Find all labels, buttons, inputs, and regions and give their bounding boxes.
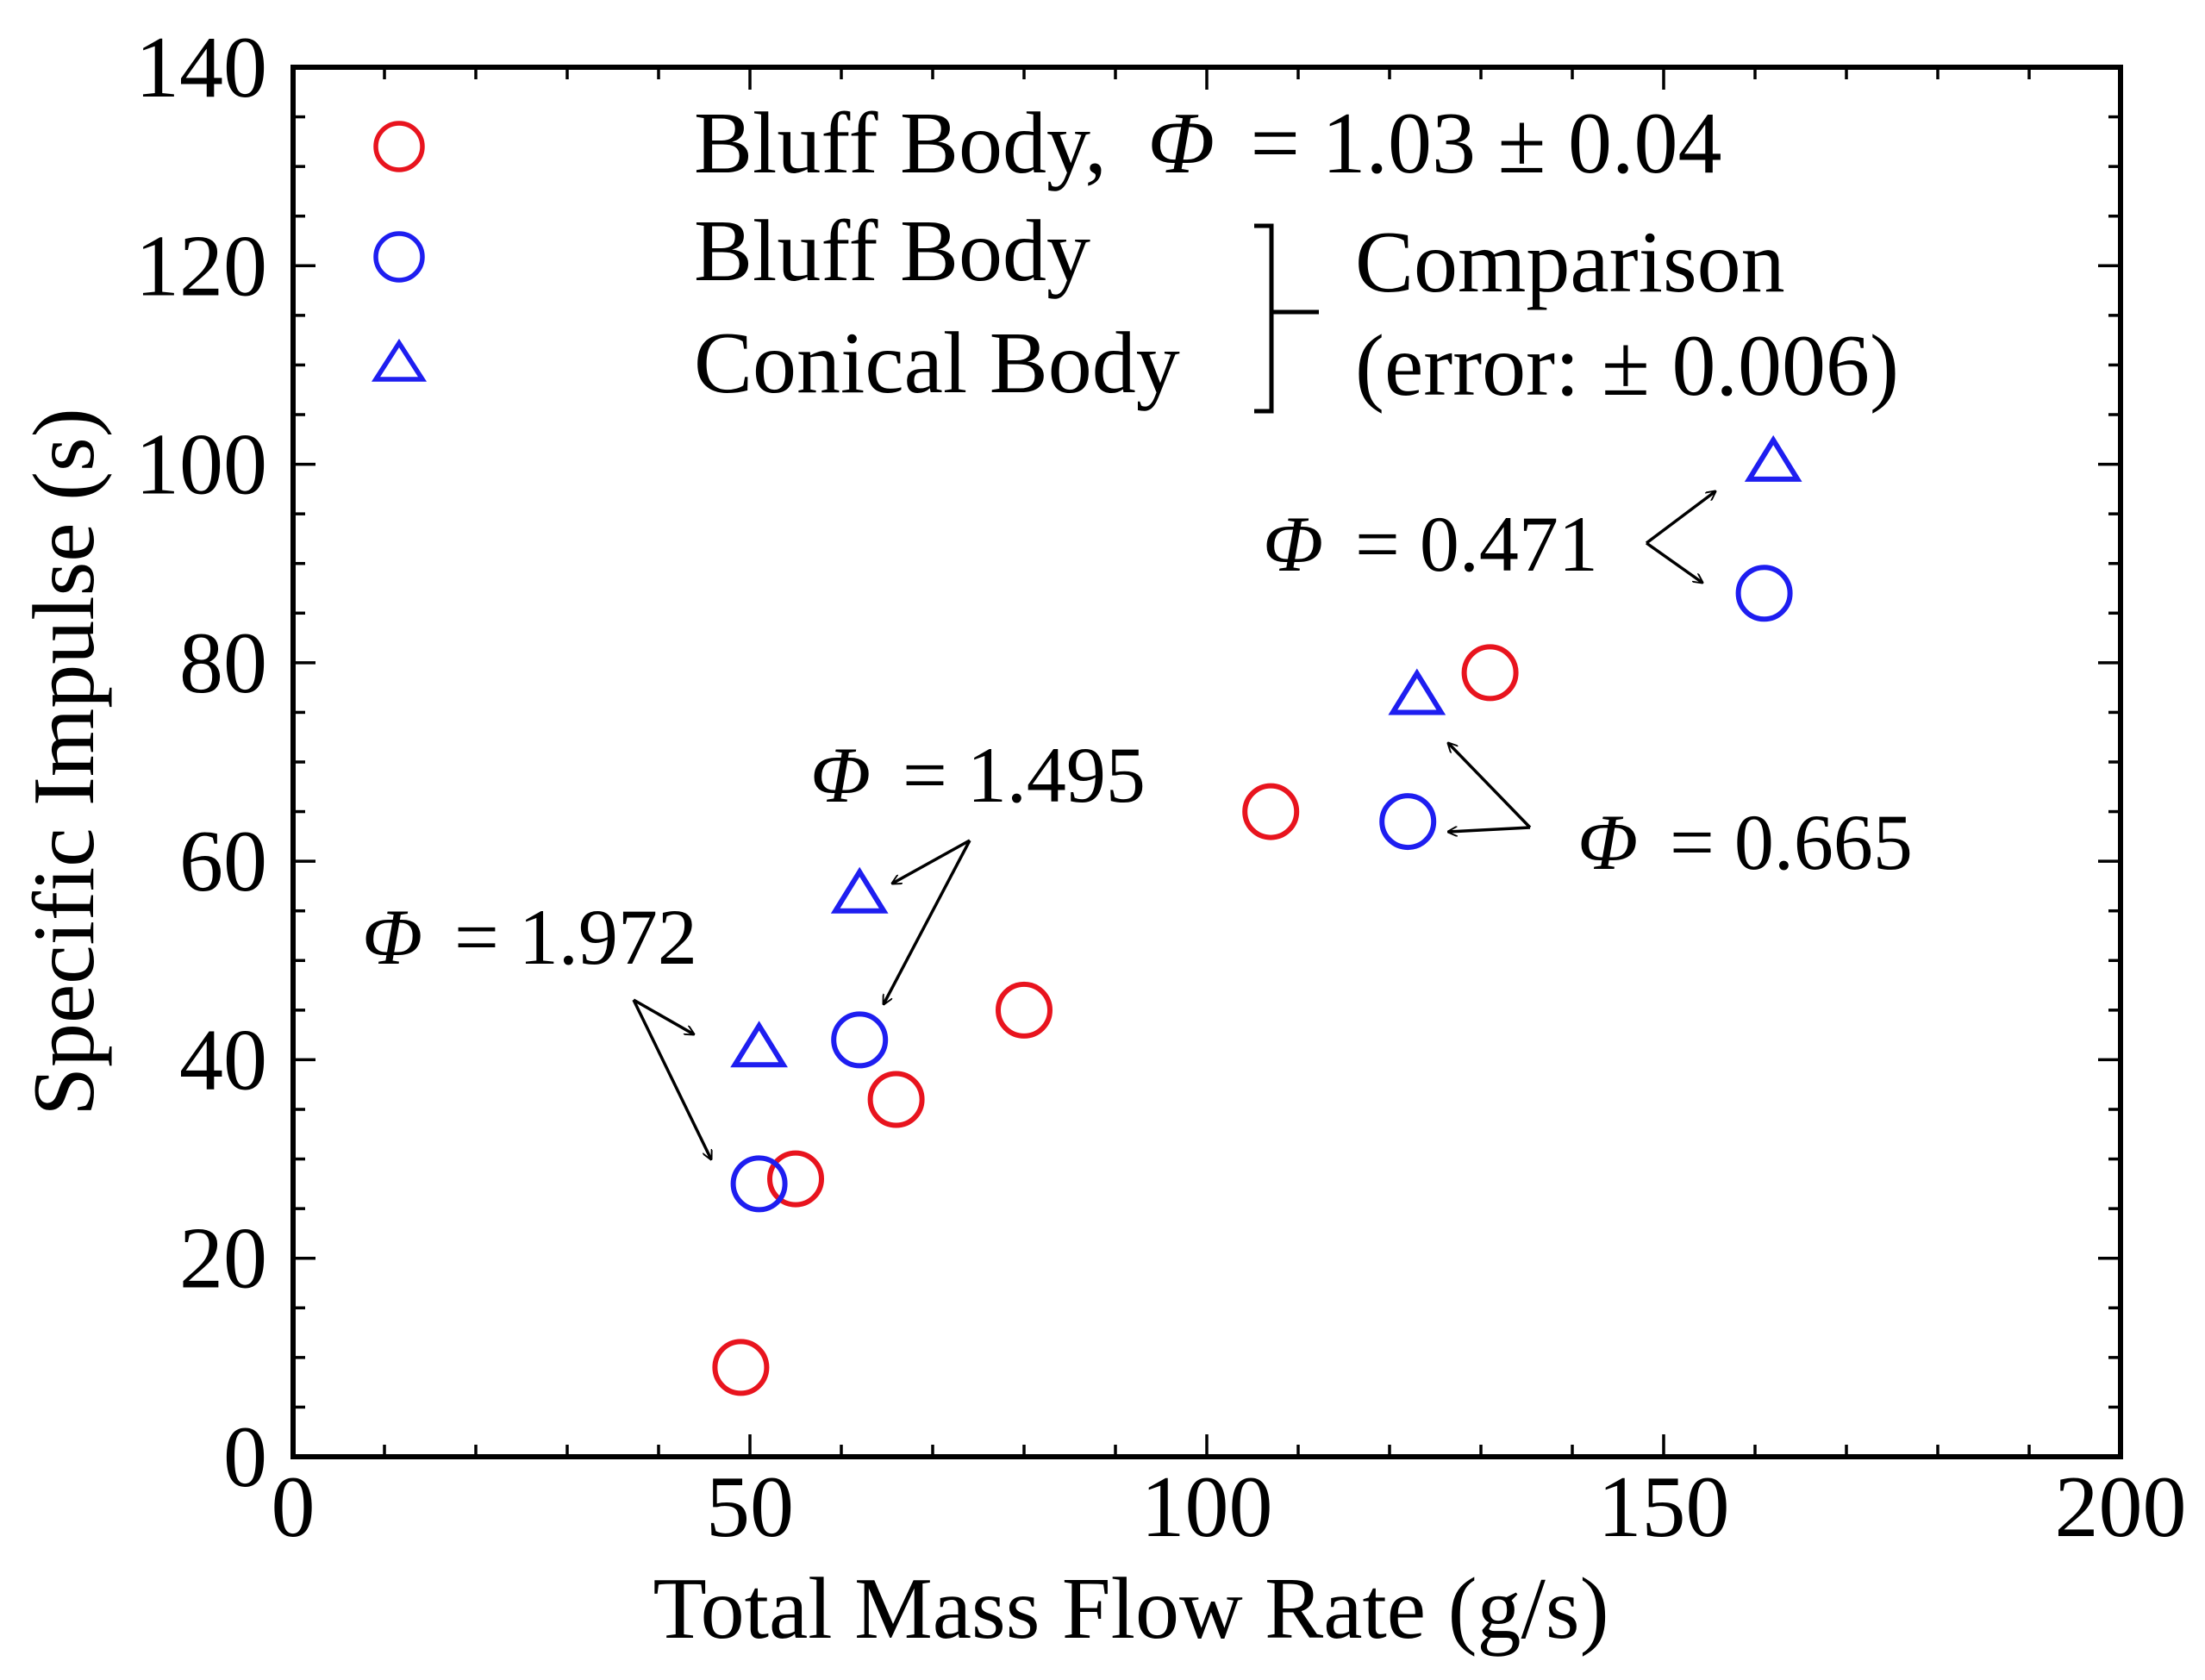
circle-point-series-1-2 [1379, 793, 1437, 851]
arrow-1972-to-triangle [633, 998, 694, 1034]
y-axis-label: Specific Impulse (s) [16, 408, 113, 1115]
x-tick-label: 0 [272, 1458, 315, 1556]
svg-text:Φ = 0.665: Φ = 0.665 [1577, 798, 1913, 886]
y-tick-label: 20 [179, 1210, 267, 1308]
circle-point-series-0-4 [1242, 783, 1300, 840]
legend-marker-conical-body [371, 338, 428, 382]
x-tick-label: 200 [2055, 1458, 2187, 1556]
arrow-0471-to-circle [1645, 541, 1702, 583]
circle-point-series-0-2 [867, 1071, 925, 1128]
circle-point-series-0-5 [1461, 644, 1519, 702]
triangle-point-series-2-2 [1388, 668, 1446, 715]
legend-group-bracket [1254, 223, 1319, 414]
y-tick-label: 60 [179, 813, 267, 910]
axis-ticks [291, 66, 2122, 1458]
circle-point-series-0-3 [996, 981, 1053, 1039]
plot-frame [290, 65, 2123, 1459]
legend-marker-bluff-body [373, 231, 425, 283]
circle-point-series-0-1 [767, 1150, 824, 1208]
data-points [712, 434, 1802, 1396]
y-tick-label: 80 [179, 615, 267, 712]
annotation-0665-label: = 0.665 [1670, 798, 1913, 886]
arrow-0665-to-triangle [1448, 743, 1532, 829]
circle-point-series-1-3 [1735, 565, 1793, 622]
y-tick-label: 0 [223, 1408, 267, 1506]
triangle-point-series-2-1 [830, 866, 889, 914]
annotation-1972-phi: Φ [362, 893, 422, 981]
legend-group-error: (error: ± 0.006) [1355, 317, 1899, 415]
legend-phi-symbol: Φ [1147, 95, 1215, 192]
annotation-1495-phi: Φ [810, 731, 871, 819]
legend-label-conical-body: Conical Body [694, 315, 1180, 412]
tick-labels: 0 50 100 150 200 0 20 40 60 80 100 120 140 [135, 19, 2187, 1556]
arrow-0471-to-triangle [1645, 491, 1715, 545]
annotation-0665-phi: Φ [1577, 798, 1638, 886]
legend-label-bluff-body-fixed: Bluff Body, [694, 95, 1107, 192]
svg-text:Φ = 1.972: Φ = 1.972 [362, 893, 697, 981]
x-axis-label: Total Mass Flow Rate (g/s) [653, 1560, 1608, 1658]
legend-group-label: Comparison [1355, 214, 1785, 311]
legend: Bluff Body, Φ = 1.03 ± 0.04 Bluff Body C… [371, 95, 1899, 415]
circle-point-series-1-0 [730, 1155, 788, 1213]
legend-phi-value: = 1.03 ± 0.04 [1251, 95, 1722, 192]
triangle-point-series-2-0 [730, 1021, 788, 1068]
x-tick-label: 150 [1598, 1458, 1730, 1556]
annotations: Φ = 1.972 Φ = 1.495 Φ = 0.665 Φ = 0.471 [362, 491, 1913, 1159]
x-tick-label: 100 [1141, 1458, 1273, 1556]
arrow-1495-to-circle [884, 840, 971, 1004]
annotation-0471-label: = 0.471 [1355, 500, 1598, 588]
y-tick-label: 40 [179, 1011, 267, 1109]
legend-label-bluff-body: Bluff Body [694, 203, 1090, 300]
svg-text:Bluff Body, Φ = 1.: Bluff Body, Φ = 1.03 ± 0.04 [694, 95, 1722, 192]
svg-text:Φ = 0.471: Φ = 0.471 [1263, 500, 1598, 588]
circle-point-series-0-0 [712, 1339, 770, 1396]
y-tick-label: 120 [135, 217, 267, 315]
x-tick-label: 50 [706, 1458, 794, 1556]
annotation-1972-label: = 1.972 [454, 893, 697, 981]
arrow-1495-to-triangle [892, 839, 971, 884]
arrow-1972-to-circle [632, 999, 711, 1159]
svg-text:Φ = 1.495: Φ = 1.495 [810, 731, 1146, 819]
arrow-0665-to-circle [1448, 826, 1531, 832]
annotation-0471-phi: Φ [1263, 500, 1323, 588]
circle-point-series-1-1 [831, 1011, 889, 1069]
y-tick-label: 100 [135, 416, 267, 514]
legend-marker-bluff-body-fixed [373, 121, 425, 172]
y-tick-label: 140 [135, 19, 267, 116]
triangle-point-series-2-3 [1744, 434, 1802, 482]
annotation-1495-label: = 1.495 [903, 731, 1146, 819]
